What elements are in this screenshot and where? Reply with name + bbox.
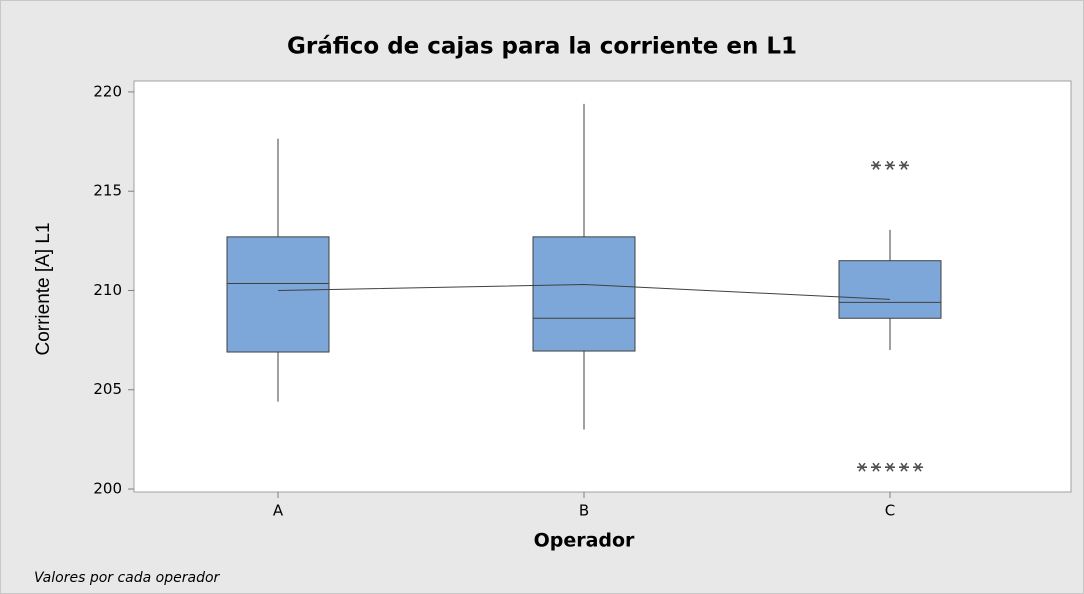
box <box>838 260 942 319</box>
outlier <box>871 160 881 170</box>
outlier <box>885 160 895 170</box>
x-tick-label: C <box>885 502 895 520</box>
outlier <box>899 160 909 170</box>
box <box>532 236 636 352</box>
outlier <box>857 462 867 472</box>
y-tick-label: 210 <box>93 281 122 299</box>
y-tick-label: 215 <box>93 182 122 200</box>
outlier <box>913 462 923 472</box>
outlier <box>885 462 895 472</box>
y-tick-label: 205 <box>93 380 122 398</box>
chart-title: Gráfico de cajas para la corriente en L1 <box>287 34 797 60</box>
y-tick-label: 220 <box>93 82 122 100</box>
mean-connect-line <box>277 284 891 300</box>
x-axis-label: Operador <box>534 530 635 552</box>
box <box>226 236 330 353</box>
outlier <box>871 462 881 472</box>
footnote: Valores por cada operador <box>34 570 221 586</box>
outlier <box>899 462 909 472</box>
y-axis-label: Corriente [A] L1 <box>33 222 54 355</box>
x-tick-label: B <box>579 502 589 520</box>
y-tick-label: 200 <box>93 480 122 498</box>
x-tick-label: A <box>273 502 284 520</box>
